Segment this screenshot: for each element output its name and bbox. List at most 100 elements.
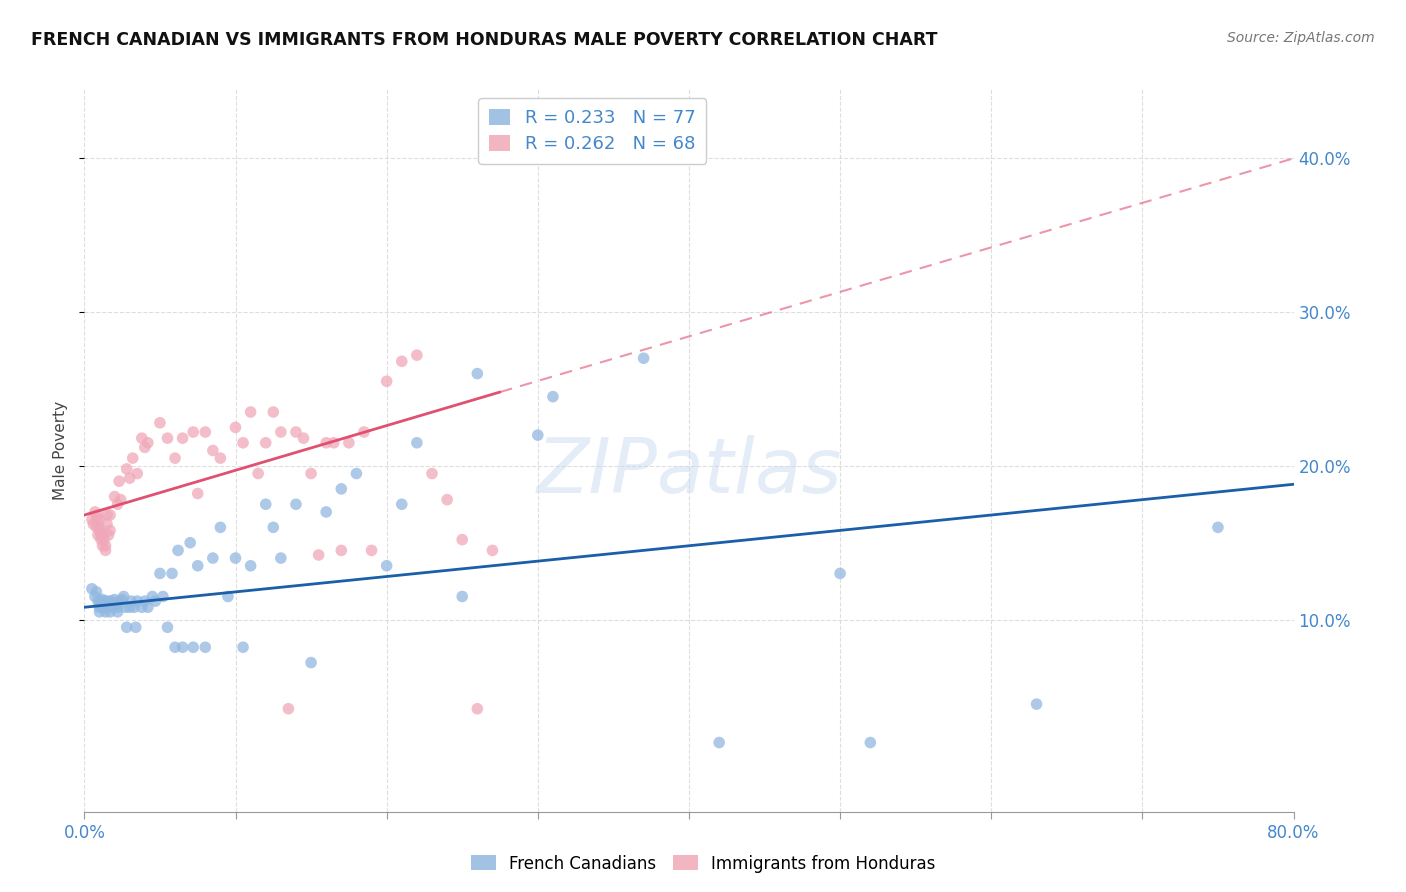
Text: ZIPatlas: ZIPatlas [536,435,842,509]
Point [201,443,224,458]
Point [84,505,107,519]
Point [225,551,247,566]
Point [98,605,121,619]
Point [322,435,344,450]
Point [105,597,128,611]
Point [451,533,474,547]
Point [232,640,254,655]
Point [270,551,292,566]
Point [97,594,120,608]
Point [859,735,882,749]
Point [285,425,308,439]
Point [467,367,489,381]
Point [830,566,852,581]
Point [98,599,121,613]
Point [96,508,118,522]
Point [104,592,127,607]
Point [114,600,136,615]
Point [149,416,172,430]
Point [145,594,167,608]
Point [108,474,131,488]
Point [308,548,330,562]
Point [254,497,277,511]
Point [110,492,132,507]
Point [86,585,108,599]
Point [89,524,111,538]
Point [87,528,110,542]
Point [209,451,232,466]
Point [89,597,111,611]
Point [101,600,124,615]
Point [80,513,103,527]
Point [181,425,204,439]
Point [115,462,138,476]
Point [194,640,217,655]
Point [467,702,489,716]
Point [96,597,118,611]
Point [391,497,413,511]
Point [96,517,118,532]
Text: Source: ZipAtlas.com: Source: ZipAtlas.com [1227,31,1375,45]
Point [346,467,368,481]
Point [84,590,107,604]
Point [96,600,118,615]
Point [315,505,337,519]
Point [108,594,131,608]
Point [94,543,117,558]
Point [131,600,153,615]
Point [337,435,360,450]
Point [232,435,254,450]
Point [115,620,138,634]
Point [262,405,284,419]
Point [225,420,247,434]
Point [285,497,308,511]
Point [152,590,174,604]
Point [98,508,121,522]
Legend: French Canadians, Immigrants from Honduras: French Canadians, Immigrants from Hondur… [464,848,942,880]
Point [118,471,141,485]
Text: FRENCH CANADIAN VS IMMIGRANTS FROM HONDURAS MALE POVERTY CORRELATION CHART: FRENCH CANADIAN VS IMMIGRANTS FROM HONDU… [31,31,938,49]
Point [239,405,262,419]
Point [149,566,172,581]
Point [254,435,277,450]
Point [89,605,111,619]
Point [217,590,239,604]
Point [134,594,156,608]
Point [156,431,179,445]
Point [172,431,194,445]
Point [156,620,179,634]
Point [90,594,112,608]
Point [209,520,232,534]
Point [136,435,159,450]
Point [172,640,194,655]
Point [136,600,159,615]
Point [292,431,315,445]
Point [87,508,110,522]
Point [118,600,141,615]
Point [82,517,104,532]
Point [330,543,353,558]
Point [436,492,458,507]
Point [165,451,187,466]
Point [112,590,135,604]
Point [481,543,503,558]
Point [160,566,183,581]
Point [91,592,114,607]
Point [86,520,108,534]
Point [633,351,655,366]
Point [179,535,201,549]
Point [247,467,270,481]
Point [87,594,110,608]
Point [91,597,114,611]
Point [91,528,114,542]
Point [111,592,134,607]
Point [187,486,209,500]
Point [131,431,153,445]
Point [134,441,156,455]
Point [451,590,474,604]
Point [94,539,117,553]
Point [194,425,217,439]
Point [541,390,564,404]
Point [94,594,117,608]
Point [406,435,429,450]
